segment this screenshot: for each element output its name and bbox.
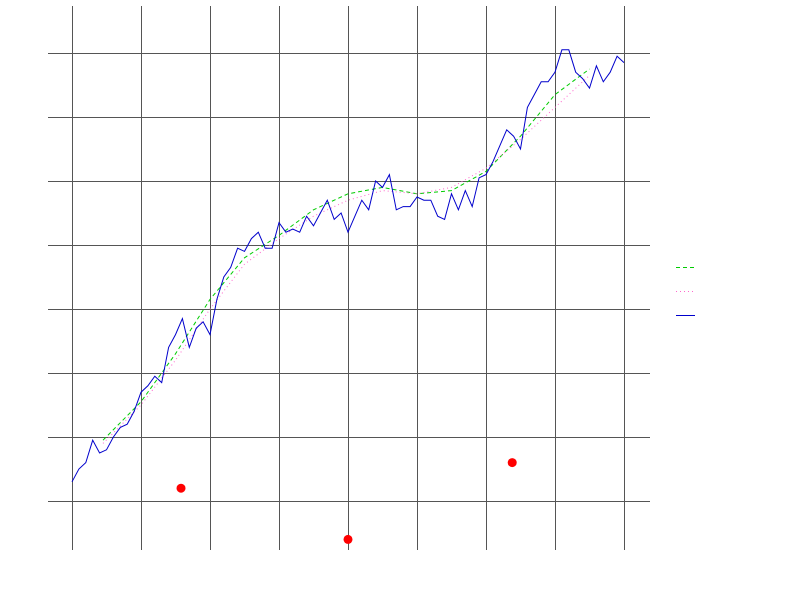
series-layer — [71, 49, 625, 544]
series-line-2 — [71, 49, 625, 483]
series-line-0 — [102, 68, 590, 441]
scatter-point-1 — [343, 534, 353, 544]
grid — [48, 6, 650, 550]
scatter-point-2 — [507, 458, 517, 468]
scatter-point-0 — [176, 483, 186, 493]
series-line-1 — [102, 75, 590, 444]
legend — [676, 267, 695, 316]
